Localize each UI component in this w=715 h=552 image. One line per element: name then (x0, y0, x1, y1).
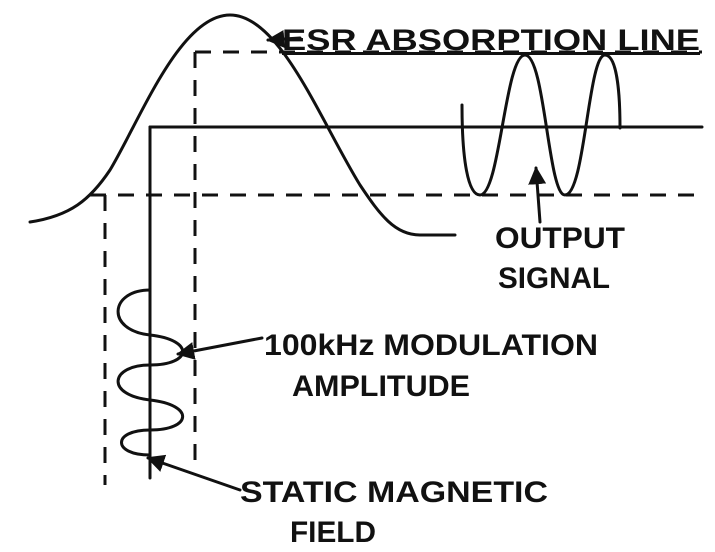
modulation-wave (116, 288, 184, 457)
label-output: OUTPUT (495, 222, 625, 255)
label-modulation: AMPLITUDE (292, 370, 470, 403)
label-output: SIGNAL (498, 262, 610, 295)
arrow (146, 454, 242, 492)
absorption-curve (28, 13, 457, 237)
output-signal (460, 53, 622, 197)
arrow (266, 30, 302, 48)
label-modulation: 100kHz MODULATION (264, 329, 598, 362)
label-static: FIELD (290, 516, 376, 549)
label-esr: ESR ABSORPTION LINE (282, 24, 700, 57)
arrow (528, 166, 547, 224)
label-static: STATIC MAGNETIC (240, 476, 548, 509)
arrow (176, 336, 264, 360)
